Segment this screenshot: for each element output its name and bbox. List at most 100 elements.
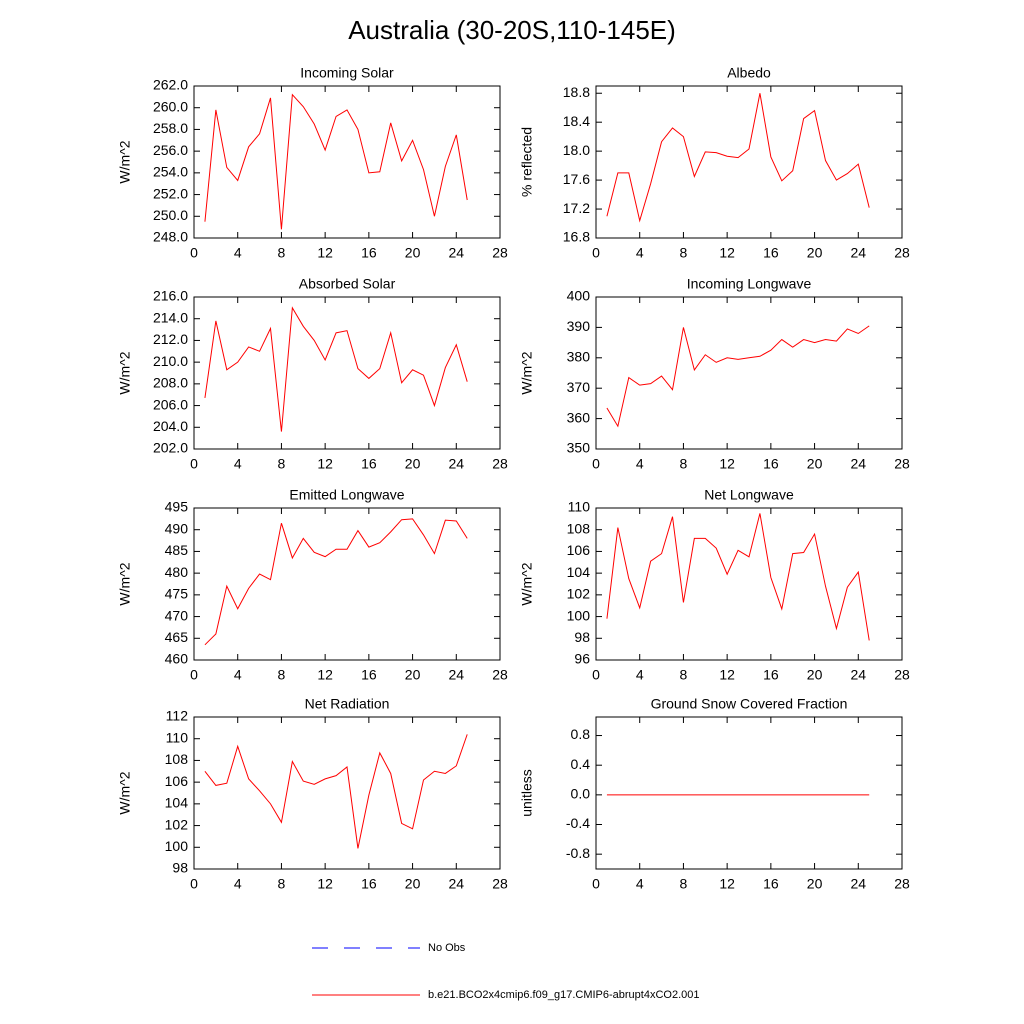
x-tick-label: 0 — [592, 876, 600, 892]
figure-title: Australia (30-20S,110-145E) — [348, 15, 676, 45]
y-tick-label: 108 — [567, 520, 591, 536]
y-tick-label: 18.0 — [563, 142, 590, 158]
x-tick-label: 8 — [278, 456, 286, 472]
y-tick-label: 495 — [165, 499, 189, 515]
x-tick-label: 8 — [680, 245, 688, 261]
x-tick-label: 4 — [636, 667, 644, 683]
legend-label: b.e21.BCO2x4cmip6.f09_g17.CMIP6-abrupt4x… — [428, 989, 700, 1001]
x-tick-label: 16 — [361, 456, 377, 472]
x-tick-label: 12 — [719, 456, 735, 472]
y-tick-label: 460 — [165, 651, 189, 667]
x-tick-label: 8 — [680, 456, 688, 472]
y-tick-label: 110 — [166, 729, 189, 745]
data-line — [204, 518, 468, 646]
x-tick-label: 12 — [317, 245, 333, 261]
y-tick-label: 475 — [165, 586, 189, 602]
x-tick-label: 4 — [234, 245, 242, 261]
x-tick-label: 24 — [448, 245, 464, 261]
y-tick-label: 96 — [574, 651, 590, 667]
x-tick-label: 28 — [492, 456, 508, 472]
y-tick-label: 254.0 — [153, 164, 188, 180]
panel-title: Net Longwave — [704, 487, 794, 503]
y-tick-label: 214.0 — [153, 309, 188, 325]
x-tick-label: 28 — [894, 667, 910, 683]
y-axis-label: W/m^2 — [117, 140, 133, 183]
y-tick-label: 465 — [165, 629, 189, 645]
y-tick-label: 98 — [574, 629, 590, 645]
x-tick-label: 12 — [317, 876, 333, 892]
x-tick-label: 16 — [361, 245, 377, 261]
plot-frame — [193, 507, 501, 661]
legend-label: No Obs — [428, 942, 466, 954]
y-tick-label: 17.2 — [563, 200, 590, 216]
y-tick-label: 490 — [165, 520, 189, 536]
data-line — [204, 306, 468, 432]
x-tick-label: 0 — [190, 456, 198, 472]
y-tick-label: 102 — [567, 586, 591, 602]
x-tick-label: 0 — [190, 245, 198, 261]
x-tick-label: 24 — [850, 667, 866, 683]
y-tick-label: 390 — [567, 318, 591, 334]
y-tick-label: 250.0 — [153, 207, 188, 223]
y-axis-label: unitless — [519, 769, 535, 816]
y-tick-label: 262.0 — [153, 77, 188, 93]
y-tick-label: 248.0 — [153, 229, 188, 245]
y-tick-label: 102 — [165, 816, 189, 832]
y-tick-label: 370 — [567, 379, 591, 395]
y-tick-label: 104 — [165, 795, 189, 811]
x-tick-label: 0 — [190, 667, 198, 683]
y-tick-label: 400 — [567, 288, 591, 304]
y-tick-label: 258.0 — [153, 120, 188, 136]
data-line — [606, 513, 870, 641]
x-tick-label: 16 — [763, 456, 779, 472]
panel-title: Incoming Solar — [300, 65, 394, 81]
y-tick-label: 350 — [567, 440, 591, 456]
y-tick-label: 17.6 — [563, 171, 590, 187]
x-tick-label: 28 — [894, 245, 910, 261]
x-tick-label: 8 — [680, 667, 688, 683]
y-tick-label: 104 — [567, 564, 591, 580]
x-tick-label: 20 — [807, 667, 823, 683]
y-axis-label: W/m^2 — [519, 351, 535, 394]
y-tick-label: 98 — [172, 860, 188, 876]
x-tick-label: 16 — [361, 667, 377, 683]
x-tick-label: 16 — [763, 876, 779, 892]
y-tick-label: 204.0 — [153, 418, 188, 434]
x-tick-label: 12 — [317, 667, 333, 683]
y-tick-label: 480 — [165, 564, 189, 580]
x-tick-label: 12 — [317, 456, 333, 472]
y-tick-label: 260.0 — [153, 98, 188, 114]
x-tick-label: 8 — [680, 876, 688, 892]
panel-title: Emitted Longwave — [289, 487, 404, 503]
x-tick-label: 24 — [448, 667, 464, 683]
x-tick-label: 0 — [592, 456, 600, 472]
plot-frame — [193, 296, 501, 450]
y-axis-label: W/m^2 — [519, 562, 535, 605]
x-tick-label: 0 — [592, 667, 600, 683]
y-tick-label: 210.0 — [153, 353, 188, 369]
y-tick-label: 202.0 — [153, 440, 188, 456]
y-tick-label: -0.8 — [566, 845, 590, 861]
y-tick-label: 252.0 — [153, 185, 188, 201]
y-tick-label: 100 — [567, 607, 591, 623]
y-tick-label: -0.4 — [566, 815, 590, 831]
x-tick-label: 12 — [719, 667, 735, 683]
x-tick-label: 4 — [234, 876, 242, 892]
panel-title: Net Radiation — [305, 696, 390, 712]
panel-title: Incoming Longwave — [687, 276, 812, 292]
x-tick-label: 8 — [278, 667, 286, 683]
y-axis-label: W/m^2 — [117, 562, 133, 605]
y-tick-label: 110 — [568, 499, 591, 515]
y-tick-label: 208.0 — [153, 375, 188, 391]
x-tick-label: 12 — [719, 245, 735, 261]
x-tick-label: 28 — [492, 667, 508, 683]
y-tick-label: 212.0 — [153, 331, 188, 347]
x-tick-label: 20 — [807, 456, 823, 472]
y-axis-label: W/m^2 — [117, 771, 133, 814]
x-tick-label: 0 — [592, 245, 600, 261]
x-tick-label: 4 — [636, 245, 644, 261]
y-tick-label: 0.4 — [571, 756, 591, 772]
panel-title: Albedo — [727, 65, 771, 81]
y-tick-label: 106 — [567, 542, 591, 558]
